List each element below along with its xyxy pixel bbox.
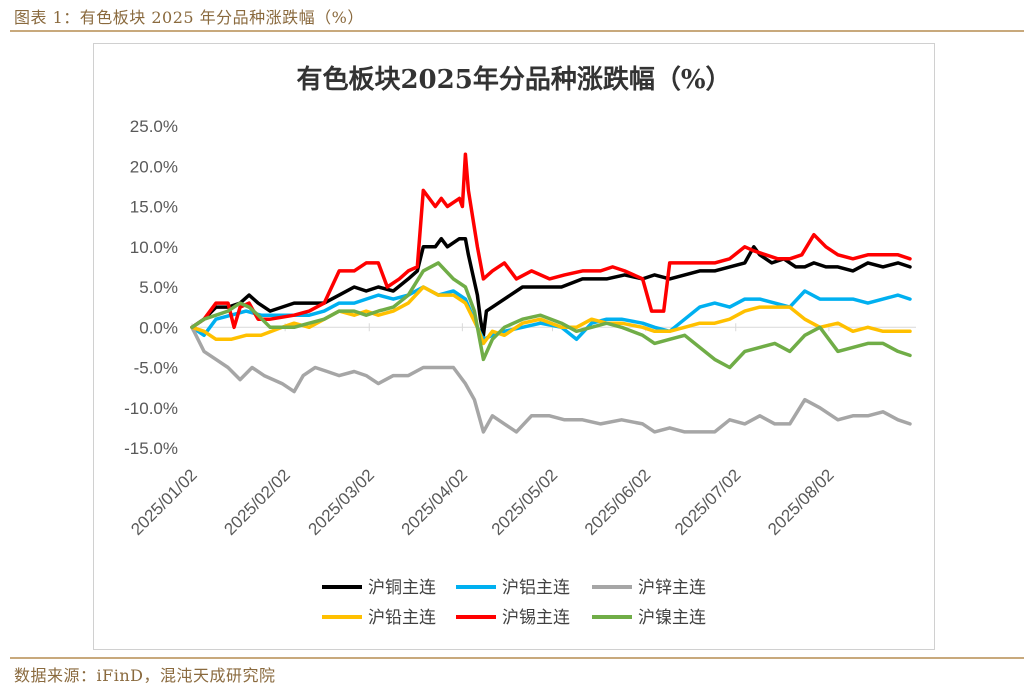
chart-title: 有色板块2025年分品种涨跌幅（%） — [296, 64, 731, 95]
legend-label: 沪镍主连 — [638, 608, 706, 628]
y-tick-label: -10.0% — [124, 399, 178, 418]
source-note: 数据来源：iFinD，混沌天成研究院 — [14, 666, 276, 685]
series-line — [190, 236, 912, 338]
line-chart: 有色板块2025年分品种涨跌幅（%） 25.0% 20.0% 15.0% 10.0% 5… — [124, 64, 916, 628]
x-tick-label: 2025/06/02 — [581, 465, 655, 539]
top-divider — [10, 30, 1024, 32]
x-tick-label: 2025/07/02 — [671, 465, 745, 539]
x-tick-label: 2025/03/02 — [304, 465, 378, 539]
x-axis-ticks: 2025/01/02 2025/02/02 2025/03/02 2025/04/02… — [127, 465, 837, 539]
legend-label: 沪铝主连 — [502, 578, 570, 598]
figure-caption: 图表 1：有色板块 2025 年分品种涨跌幅（%） — [14, 8, 364, 27]
legend-label: 沪铜主连 — [368, 578, 436, 598]
x-tick-label: 2025/05/02 — [488, 465, 562, 539]
bottom-divider — [10, 657, 1024, 659]
series-line — [190, 325, 912, 434]
x-tick-label: 2025/08/02 — [764, 465, 838, 539]
x-tick-label: 2025/02/02 — [220, 465, 294, 539]
y-tick-label: 25.0% — [130, 117, 178, 136]
x-tick-label: 2025/04/02 — [398, 465, 472, 539]
series-line — [190, 152, 912, 330]
legend-label: 沪铅主连 — [368, 608, 436, 628]
y-tick-label: -5.0% — [134, 359, 178, 378]
y-tick-label: 0.0% — [139, 318, 178, 337]
series-lines — [190, 152, 912, 434]
legend-label: 沪锡主连 — [502, 608, 570, 628]
x-tick-label: 2025/01/02 — [127, 465, 201, 539]
y-tick-label: 15.0% — [130, 198, 178, 217]
y-tick-label: -15.0% — [124, 439, 178, 458]
y-axis-ticks: 25.0% 20.0% 15.0% 10.0% 5.0% 0.0% -5.0% -10.0% -… — [124, 117, 178, 458]
y-tick-label: 20.0% — [130, 157, 178, 176]
series-line — [190, 261, 912, 370]
series-line — [190, 285, 912, 346]
chart-container: 有色板块2025年分品种涨跌幅（%） 25.0% 20.0% 15.0% 10.0% 5… — [93, 43, 935, 650]
legend-label: 沪锌主连 — [638, 578, 706, 598]
y-tick-label: 5.0% — [139, 278, 178, 297]
y-tick-label: 10.0% — [130, 238, 178, 257]
